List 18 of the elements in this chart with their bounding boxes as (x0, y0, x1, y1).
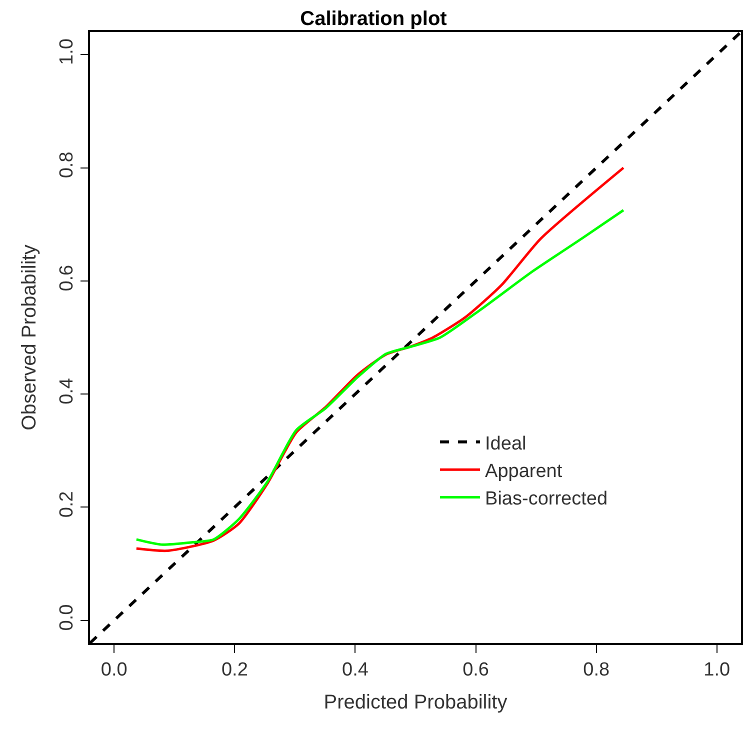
x-tick-label: 0.6 (462, 660, 489, 681)
y-tick-label: 0.4 (56, 378, 78, 404)
y-tick-label: 1.0 (56, 38, 78, 65)
legend-label: Apparent (485, 461, 563, 482)
legend-label: Ideal (485, 433, 526, 454)
y-tick-label: 0.6 (56, 264, 78, 292)
legend-label: Bias-corrected (485, 488, 608, 510)
y-tick-label: 0.2 (56, 491, 78, 518)
chart-title: Calibration plot (300, 8, 448, 30)
y-axis-title: Observed Probability (18, 244, 41, 430)
x-tick-label: 0.2 (221, 660, 248, 681)
x-tick-label: 1.0 (704, 660, 730, 681)
x-tick-label: 0.8 (583, 660, 610, 681)
x-tick-label: 0.0 (100, 660, 128, 681)
x-tick-label: 0.4 (342, 660, 369, 681)
x-axis-title: Predicted Probability (324, 692, 508, 714)
y-tick-label: 0.0 (56, 604, 78, 631)
y-tick-label: 0.8 (56, 152, 78, 178)
